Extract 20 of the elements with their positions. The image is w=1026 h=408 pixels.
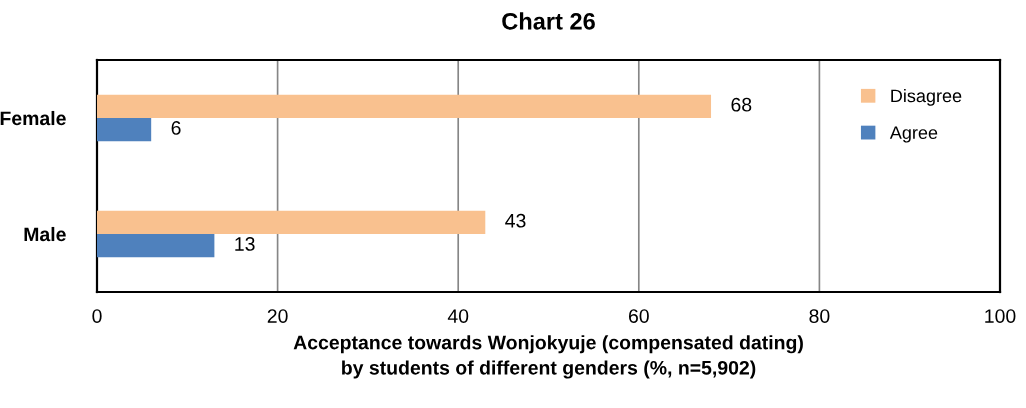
y-tick-label: Male (24, 226, 66, 242)
bar (97, 118, 152, 142)
x-tick-label: 40 (447, 309, 469, 323)
legend-label: Agree (889, 126, 938, 143)
x-tick-label: 0 (92, 309, 102, 323)
x-tick-label: 60 (628, 309, 649, 323)
legend-label: Disagree (891, 88, 962, 106)
y-tick-label: Female (0, 110, 66, 126)
x-axis-title: Acceptance towards Wonjokyuje (compensated dating) by students of different genders (%, n=5,902) (293, 335, 803, 379)
data-label: 68 (731, 97, 752, 112)
bar (97, 210, 486, 234)
x-tick-label: 80 (809, 309, 830, 323)
x-tick-label: 100 (985, 309, 1016, 323)
x-tick-label: 20 (267, 309, 288, 323)
bar (97, 94, 712, 118)
data-label: 13 (235, 237, 255, 251)
bar (97, 234, 215, 258)
data-label: 6 (171, 121, 181, 135)
data-label: 43 (505, 213, 526, 228)
chart-title: Chart 26 (502, 12, 595, 30)
